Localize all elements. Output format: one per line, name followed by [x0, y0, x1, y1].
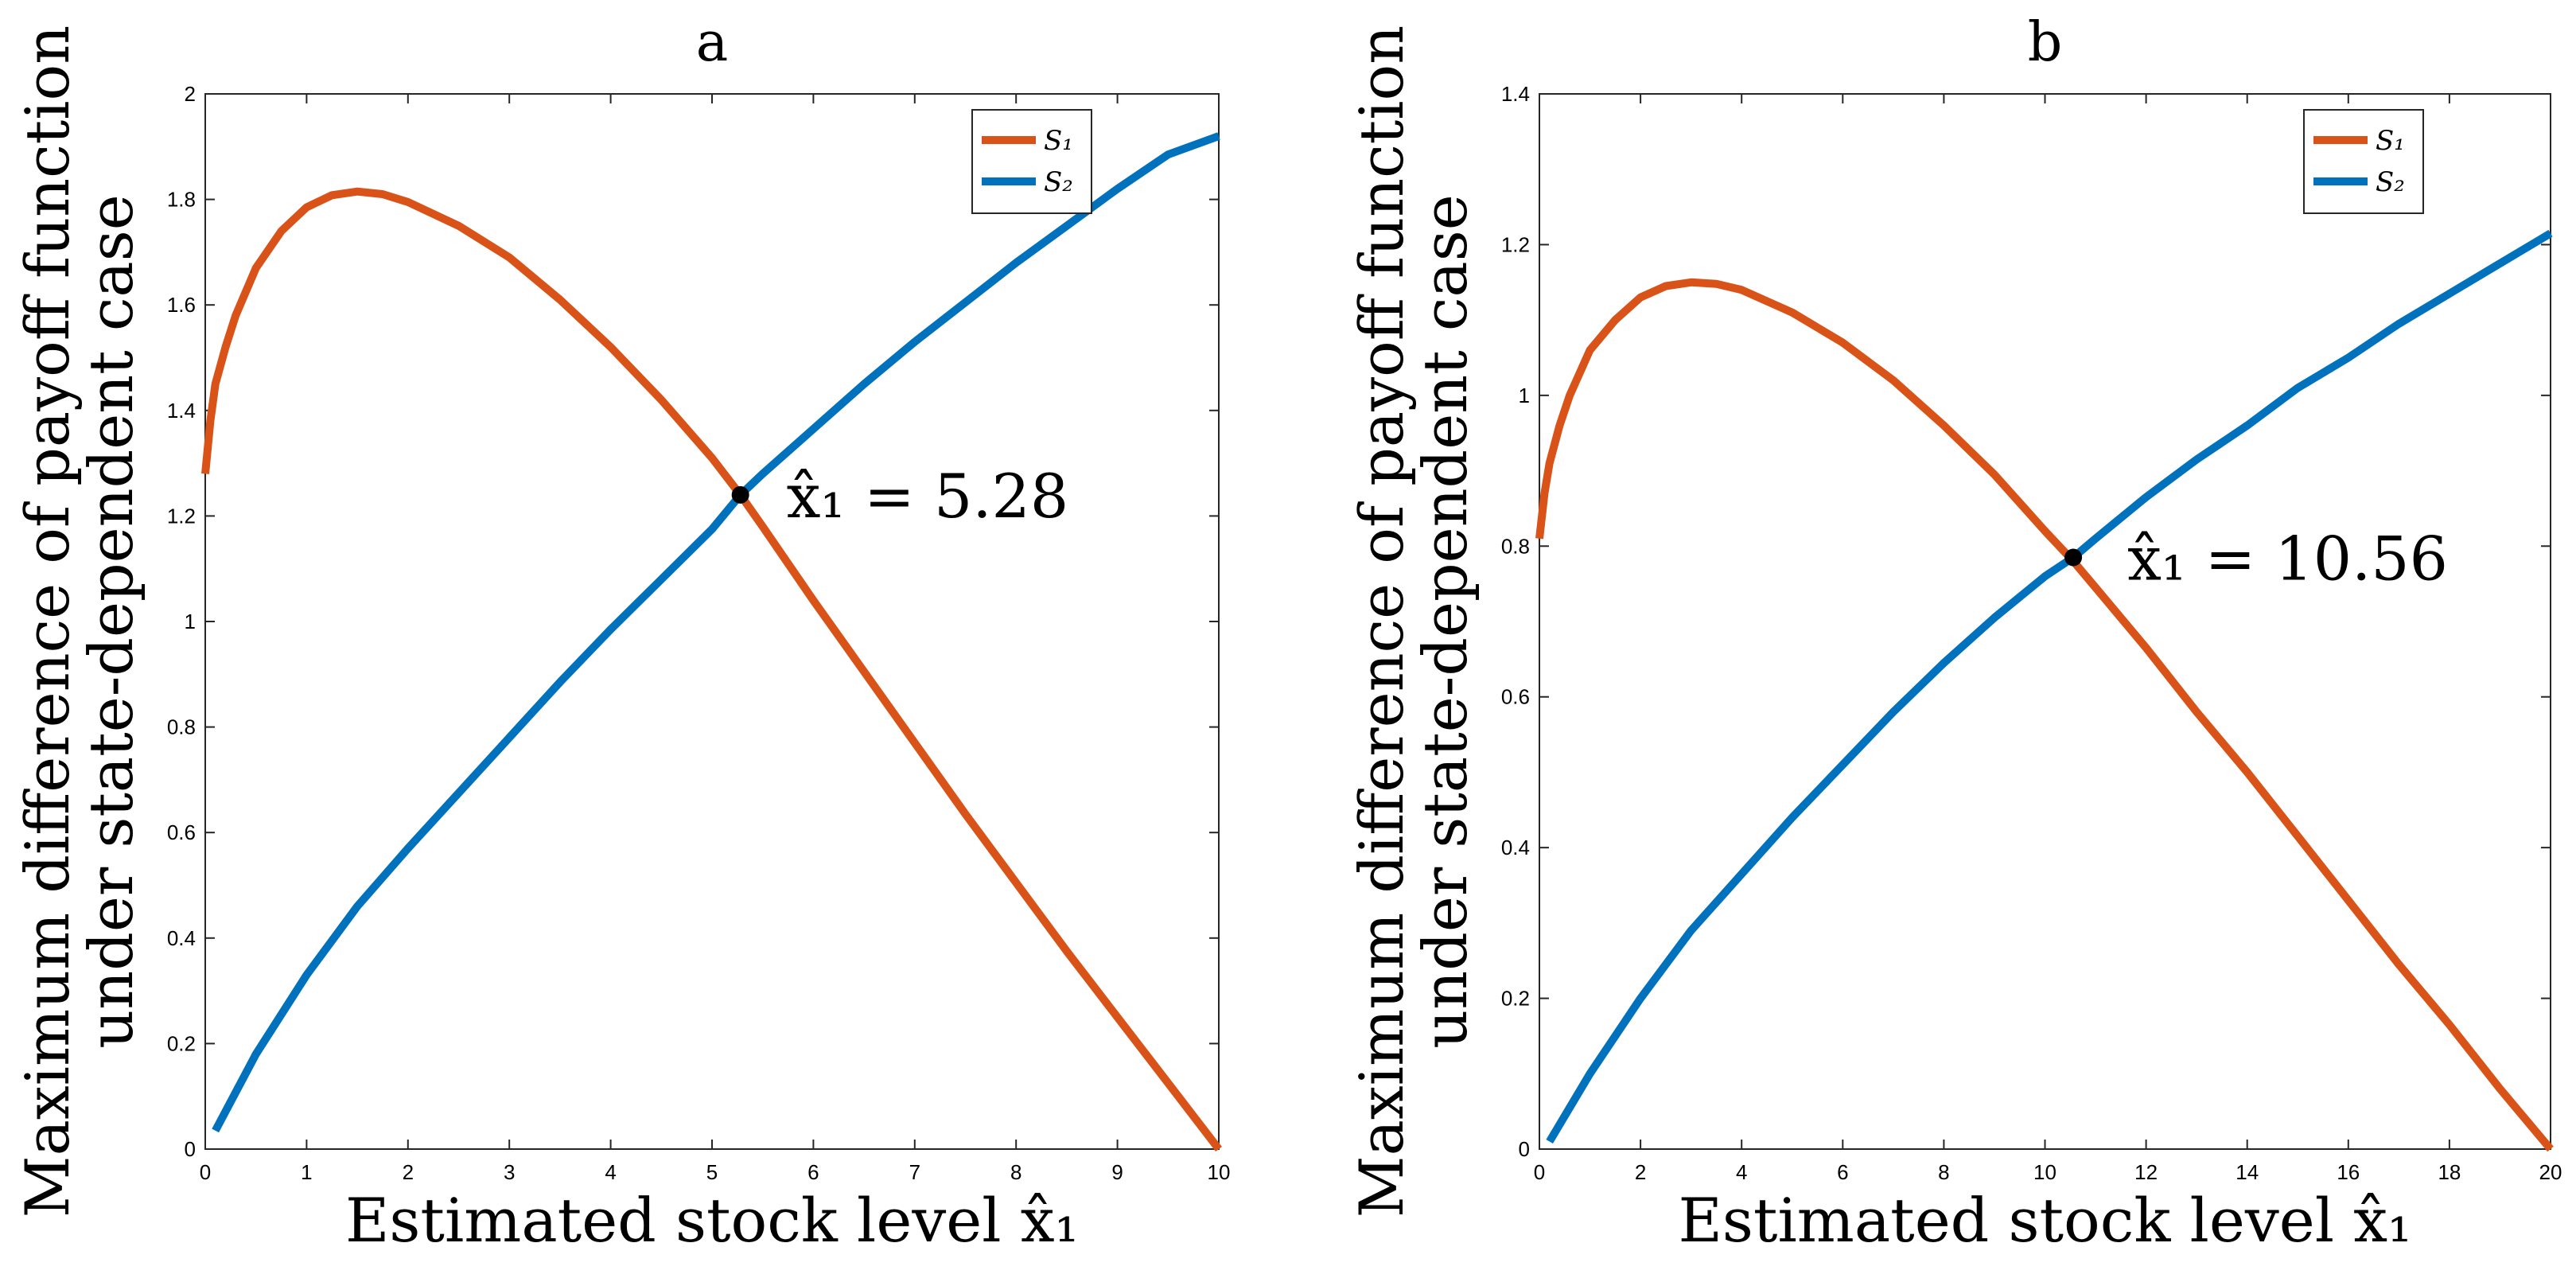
x-tick-label: 10 [2033, 1160, 2057, 1184]
panel-title: a [696, 11, 729, 74]
y-tick-label: 0.8 [1501, 534, 1530, 558]
legend-label-s1: S₁ [2376, 125, 2405, 157]
intersection-annotation: x̂₁ = 10.56 [2127, 523, 2448, 594]
y-axis-label-line-1: Maximum difference of payoff function [1346, 25, 1417, 1218]
x-tick-label: 7 [909, 1160, 920, 1184]
y-tick-label: 0.6 [1501, 685, 1530, 709]
y-tick-label: 1.2 [1501, 232, 1530, 256]
y-tick-label: 1.8 [167, 188, 196, 212]
x-tick-label: 4 [605, 1160, 616, 1184]
x-tick-label: 4 [1736, 1160, 1747, 1184]
x-tick-label: 0 [200, 1160, 211, 1184]
series-line-s2 [1546, 229, 2553, 1144]
legend-label-s2: S₂ [2376, 166, 2405, 198]
x-tick-label: 8 [1938, 1160, 1949, 1184]
y-tick-label: 0.4 [1501, 836, 1530, 859]
x-tick-label: 6 [1837, 1160, 1848, 1184]
y-axis-label-line-2: under state-dependent case [1410, 194, 1481, 1048]
y-tick-label: 1.2 [167, 504, 196, 528]
axes-box [204, 93, 1220, 1150]
x-tick-label: 14 [2236, 1160, 2259, 1184]
panel-title: b [2028, 11, 2063, 74]
x-tick-label: 2 [403, 1160, 414, 1184]
x-axis-label: Estimated stock level x̂₁ [345, 1185, 1079, 1256]
x-tick-label: 2 [1635, 1160, 1646, 1184]
y-tick-label: 0 [185, 1137, 196, 1161]
series-line-s1 [1535, 278, 2554, 1152]
x-tick-label: 3 [504, 1160, 515, 1184]
axes-box [1539, 93, 2551, 1150]
intersection-marker [2064, 548, 2083, 567]
y-tick-label: 0 [1519, 1137, 1530, 1161]
x-tick-label: 0 [1534, 1160, 1545, 1184]
y-tick-label: 0.2 [167, 1031, 196, 1055]
y-tick-label: 0.6 [167, 820, 196, 844]
intersection-annotation: x̂₁ = 5.28 [787, 461, 1069, 532]
y-tick-label: 1.6 [167, 293, 196, 317]
y-tick-label: 0.8 [167, 715, 196, 739]
x-tick-label: 9 [1111, 1160, 1123, 1184]
intersection-marker [731, 485, 749, 504]
x-axis-label: Estimated stock level x̂₁ [1678, 1185, 2411, 1256]
panel-a: 0 1 2 3 4 5 6 7 8 9 10 0 0.2 0.4 0.6 0.8 1 1.2 1.4 1.6 1.8 2 x… [12, 11, 1230, 1256]
x-tick-label: 18 [2438, 1160, 2461, 1184]
y-tick-label: 1.4 [1501, 82, 1530, 106]
x-tick-label: 16 [2337, 1160, 2360, 1184]
legend-box [2303, 109, 2424, 214]
legend-box [971, 109, 1092, 214]
x-tick-label: 1 [301, 1160, 312, 1184]
y-tick-label: 2 [185, 82, 196, 106]
y-axis-label-line-2: under state-dependent case [76, 194, 146, 1048]
x-tick-label: 6 [807, 1160, 819, 1184]
legend-label-s2: S₂ [1044, 166, 1073, 198]
x-tick-label: 20 [2539, 1160, 2562, 1184]
series-line-s1 [201, 187, 1222, 1152]
y-tick-label: 1.4 [167, 399, 196, 423]
x-tick-label: 12 [2134, 1160, 2158, 1184]
y-tick-label: 1 [185, 610, 196, 633]
y-tick-label: 0.4 [167, 926, 196, 950]
x-tick-label: 5 [706, 1160, 718, 1184]
y-tick-label: 1 [1519, 384, 1530, 407]
x-tick-label: 10 [1208, 1160, 1231, 1184]
panel-b: 0 2 4 6 8 10 12 14 16 18 20 0 0.2 0.4 0.6 0.8 1 1.2 1.4 x̂₁… [1346, 11, 2562, 1256]
y-tick-label: 0.2 [1501, 987, 1530, 1011]
series-line-s2 [212, 132, 1220, 1133]
x-tick-label: 8 [1010, 1160, 1021, 1184]
legend-label-s1: S₁ [1044, 125, 1073, 157]
y-axis-label-line-1: Maximum difference of payoff function [12, 25, 83, 1218]
